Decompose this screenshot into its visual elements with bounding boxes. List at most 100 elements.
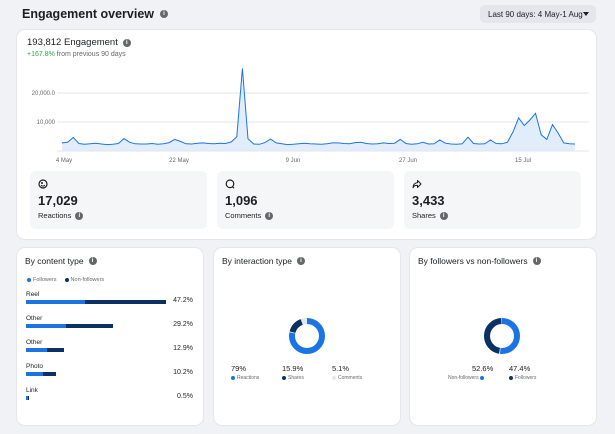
shares-dot — [282, 375, 286, 380]
reactions-label-row: Reactions i — [38, 211, 84, 220]
legend-non-followers: Non-followers — [64, 277, 105, 283]
info-icon[interactable]: i — [439, 211, 448, 220]
info-icon[interactable]: i — [122, 38, 131, 47]
interaction-type-card: By interaction type i 79% Reactions 15.9… — [214, 248, 400, 425]
followers-segment — [26, 300, 85, 304]
content-type-label: Link — [26, 387, 38, 394]
interaction-type-title-text: By interaction type — [222, 256, 292, 266]
followers-share-value: 47.4% — [509, 364, 531, 373]
reactions-share-label: Reactions — [231, 375, 259, 381]
comments-value: 1,096 — [225, 193, 258, 208]
content-type-row: Photo 10.2% — [26, 363, 197, 376]
x-tick-label: 15 Jul — [515, 158, 531, 164]
followers-segment — [26, 324, 66, 328]
content-type-bar — [26, 372, 57, 376]
followers-slice — [484, 318, 520, 354]
info-icon[interactable]: i — [88, 257, 97, 265]
reactions-dot — [231, 375, 235, 380]
content-type-percent: 12.9% — [173, 345, 193, 352]
engagement-area — [62, 68, 575, 151]
legend-followers: Followers — [27, 277, 57, 283]
engagement-line — [61, 68, 576, 146]
followers-segment — [26, 348, 48, 352]
followers-donut[interactable] — [482, 316, 522, 356]
info-icon[interactable]: i — [296, 257, 305, 265]
content-type-row: Link 0.5% — [26, 387, 197, 400]
non-followers-share-label-text: Non-followers — [448, 375, 479, 381]
content-type-bar — [26, 396, 29, 400]
non-followers-share-value: 52.6% — [472, 364, 494, 373]
shares-share-label-text: Shares — [288, 375, 304, 381]
x-tick-label: 22 May — [169, 158, 189, 164]
content-type-percent: 0.5% — [177, 393, 193, 400]
followers-share-label-text: Followers — [515, 375, 537, 381]
comments-share-value: 5.1% — [332, 364, 350, 373]
non-followers-segment — [47, 348, 65, 352]
content-type-title: By content type i — [25, 256, 97, 266]
comments-icon — [225, 179, 235, 192]
content-type-label: Other — [26, 339, 43, 346]
followers-card: By followers vs non-followers i 52.6% No… — [410, 248, 596, 425]
followers-title: By followers vs non-followers i — [418, 256, 541, 266]
page-title-text: Engagement overview — [22, 7, 154, 21]
content-type-percent: 29.2% — [173, 321, 193, 328]
x-tick-label: 4 May — [56, 158, 72, 164]
info-icon[interactable]: i — [75, 211, 84, 220]
shares-icon — [412, 179, 422, 192]
shares-stat[interactable]: 3,433 Shares i — [404, 171, 581, 229]
x-tick-label: 9 Jun — [286, 158, 301, 164]
comments-share-label-text: Comments — [338, 375, 363, 381]
comments-label: Comments — [225, 211, 262, 220]
shares-share-label: Shares — [282, 375, 304, 381]
date-range-dropdown[interactable]: Last 90 days: 4 May-1 Aug — [480, 5, 596, 23]
engagement-card: 193,812 Engagement i +167.8% from previo… — [17, 30, 596, 239]
followers-segment — [26, 372, 43, 376]
date-range-label: Last 90 days: 4 May-1 Aug — [488, 9, 583, 19]
non-followers-segment — [42, 372, 57, 376]
reactions-stat[interactable]: 17,029 Reactions i — [30, 171, 207, 229]
content-type-card: By content type i Followers Non-follower… — [17, 248, 203, 425]
content-type-row: Other 29.2% — [26, 315, 197, 328]
comments-label-row: Comments i — [225, 211, 274, 220]
engagement-total: 193,812 Engagement i — [27, 37, 131, 48]
reactions-icon — [38, 179, 48, 192]
followers-share-label: Followers — [509, 375, 536, 381]
followers-dot — [509, 375, 513, 380]
non-followers-share-label: Non-followers — [448, 375, 486, 381]
reactions-label: Reactions — [38, 211, 72, 220]
non-followers-segment — [65, 324, 113, 328]
content-type-row: Reel 47.2% — [26, 291, 197, 304]
shares-label: Shares — [412, 211, 436, 220]
content-type-label: Reel — [26, 291, 40, 298]
info-icon[interactable]: i — [265, 211, 274, 220]
non-followers-dot — [479, 375, 484, 380]
content-type-percent: 47.2% — [173, 297, 193, 304]
reactions-value: 17,029 — [38, 193, 78, 208]
non-followers-segment — [84, 300, 166, 304]
info-icon[interactable]: i — [160, 10, 168, 18]
followers-dot — [27, 277, 31, 282]
change-value: +167.8% — [27, 51, 55, 58]
shares-share-value: 15.9% — [282, 364, 304, 373]
info-icon[interactable]: i — [532, 257, 541, 265]
content-type-row: Other 12.9% — [26, 339, 197, 352]
caret-down-icon — [583, 12, 589, 16]
comments-stat[interactable]: 1,096 Comments i — [217, 171, 394, 229]
content-type-bar — [26, 300, 166, 304]
shares-value: 3,433 — [412, 193, 445, 208]
y-tick-label: 20,000.0 — [32, 91, 56, 97]
y-tick-label: 10,000 — [37, 120, 56, 126]
non-followers-segment — [27, 396, 29, 400]
comments-dot — [332, 375, 336, 380]
legend-non-followers-label: Non-followers — [70, 277, 105, 283]
followers-segment — [26, 396, 28, 400]
interaction-type-title: By interaction type i — [222, 256, 305, 266]
content-type-bar — [26, 324, 113, 328]
followers-title-text: By followers vs non-followers — [418, 256, 528, 266]
page-title: Engagement overview i — [22, 7, 168, 21]
engagement-chart[interactable]: 20,000.0 10,000 4 May 22 May 9 Jun 27 Ju… — [17, 30, 596, 170]
comments-share-label: Comments — [332, 375, 362, 381]
x-tick-label: 27 Jun — [399, 158, 417, 164]
legend-followers-label: Followers — [33, 277, 57, 283]
interaction-donut[interactable] — [287, 316, 327, 356]
